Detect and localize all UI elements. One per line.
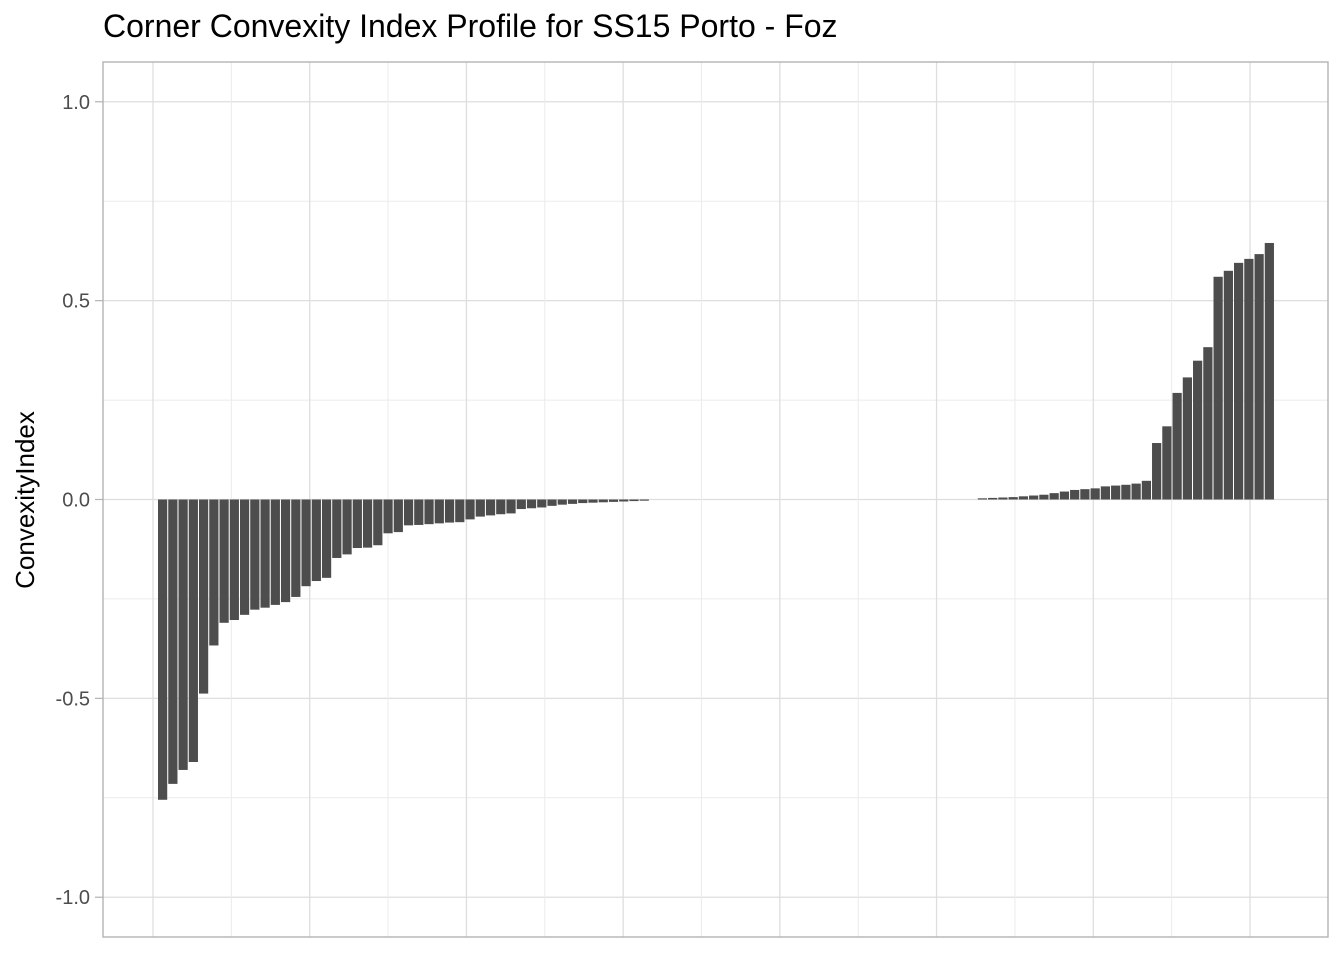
bar [434,499,444,524]
bar [977,498,988,500]
bar [424,499,434,525]
bar [270,499,280,605]
bar [475,499,485,517]
y-tick-label: 0.0 [62,490,90,512]
bar [567,499,578,504]
bar [1203,347,1213,500]
bar [1059,491,1070,500]
bar [526,499,537,509]
y-tick-label: -1.0 [56,887,90,909]
bar [444,499,455,523]
bar [239,499,250,615]
bar [311,499,321,582]
bar-layer [158,242,1274,800]
bar [1008,497,1018,500]
bar [1039,494,1049,500]
bar [1131,483,1141,500]
y-tick-label: -0.5 [56,688,90,710]
panel-border [102,61,1329,938]
bar [301,499,311,587]
bar [578,499,588,504]
y-tick-label: 1.0 [62,92,90,114]
bar [1070,489,1080,500]
bar [403,499,414,526]
bar [178,499,188,770]
bar [1193,360,1203,500]
bar [1029,495,1039,500]
bar [1080,489,1090,500]
bar [342,499,352,555]
bar [639,499,649,501]
bar [250,499,260,610]
bar [1264,242,1274,500]
bar [1213,276,1223,500]
bar [1090,488,1100,500]
bar [608,499,619,502]
bar [557,499,567,505]
bar [198,499,209,694]
bar [280,499,291,603]
bar [332,499,342,558]
chart-title: Corner Convexity Index Profile for SS15 … [103,8,838,44]
bar [619,499,629,502]
bar [1172,392,1182,500]
bar [168,499,178,784]
bar [1121,484,1131,500]
y-axis-title: ConvexityIndex [10,411,40,589]
bar [321,499,332,578]
bar [485,499,496,516]
bar [1254,254,1264,500]
bar [998,497,1008,500]
bar [414,499,424,525]
bar [1049,493,1059,500]
bar [588,499,598,503]
bar [260,499,270,608]
bar [393,499,403,533]
bar [1244,258,1254,500]
bar [352,499,362,549]
bar [1152,443,1162,500]
y-tick-label: 0.5 [62,291,90,313]
bar [1223,270,1233,500]
bar [209,499,219,646]
bar [1182,377,1192,500]
bar [537,499,547,508]
axis-layer: -1.0 -0.5 0.0 0.5 1.0 [56,92,103,909]
bar [383,499,393,534]
bar [229,499,239,621]
bar [291,499,301,597]
bar [362,499,373,548]
bar [1141,480,1151,500]
bar [1100,486,1111,500]
bar [158,499,168,800]
bar [1111,485,1121,500]
bar [219,499,229,623]
bar [598,499,608,503]
bar [496,499,506,515]
bar [506,499,516,514]
bar [629,499,639,502]
bar [373,499,383,546]
bar [1018,496,1029,500]
bar [547,499,557,506]
bar [1162,426,1172,500]
bar [465,499,475,520]
bar [988,497,998,500]
bar [188,499,198,762]
bar [455,499,465,523]
bar [516,499,526,510]
bar [1234,262,1244,500]
